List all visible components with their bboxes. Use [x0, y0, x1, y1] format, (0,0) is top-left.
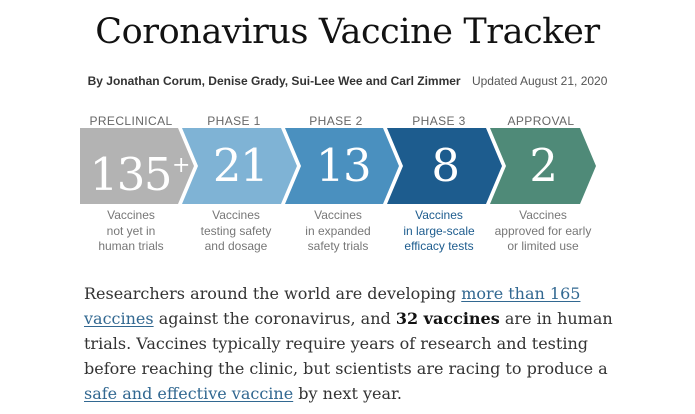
count-approval: 2	[529, 139, 558, 192]
vaccine-pipeline-chevrons	[80, 128, 596, 204]
phase-label-phase-1: PHASE 1	[207, 114, 261, 128]
chevron-phase-1	[182, 128, 297, 204]
intro-paragraph: Researchers around the world are develop…	[84, 284, 613, 403]
phase-label-approval: APPROVAL	[507, 114, 575, 128]
chevron-phase-3	[387, 128, 502, 204]
phase-label-phase-2: PHASE 2	[309, 114, 363, 128]
count-phase-3: 8	[431, 139, 460, 192]
desc-phase-3: Vaccines in large-scale efficacy tests	[403, 208, 475, 253]
more-than-165-vaccines-link[interactable]: more than 165 vaccines	[84, 284, 581, 328]
desc-preclinical: Vaccines not yet in human trials	[98, 208, 164, 253]
chevron-preclinical	[80, 128, 194, 204]
updated-date: Updated August 21, 2020	[471, 74, 608, 88]
byline: By Jonathan Corum, Denise Grady, Sui-Lee…	[0, 74, 695, 88]
safe-effective-vaccine-link[interactable]: safe and effective vaccine	[84, 384, 294, 403]
page-title: Coronavirus Vaccine Tracker	[95, 12, 600, 52]
count-preclinical-plus: +	[171, 153, 191, 178]
desc-approval: Vaccines approved for early or limited u…	[494, 208, 592, 253]
desc-phase-2: Vaccines in expanded safety trials	[305, 208, 371, 253]
byline-authors: By Jonathan Corum, Denise Grady, Sui-Lee…	[87, 74, 461, 88]
phase-label-phase-3: PHASE 3	[412, 114, 466, 128]
chevron-approval	[490, 128, 596, 204]
phase-label-preclinical: PRECLINICAL	[89, 114, 173, 128]
count-phase-2: 13	[315, 139, 372, 192]
count-phase-1: 21	[212, 139, 269, 192]
vaccines-in-trials-count: 32 vaccines	[395, 309, 500, 328]
chevron-phase-2	[285, 128, 399, 204]
count-preclinical: 135+	[84, 138, 196, 201]
count-preclinical-value: 135	[89, 148, 173, 201]
desc-phase-1: Vaccines testing safety and dosage	[200, 208, 272, 253]
